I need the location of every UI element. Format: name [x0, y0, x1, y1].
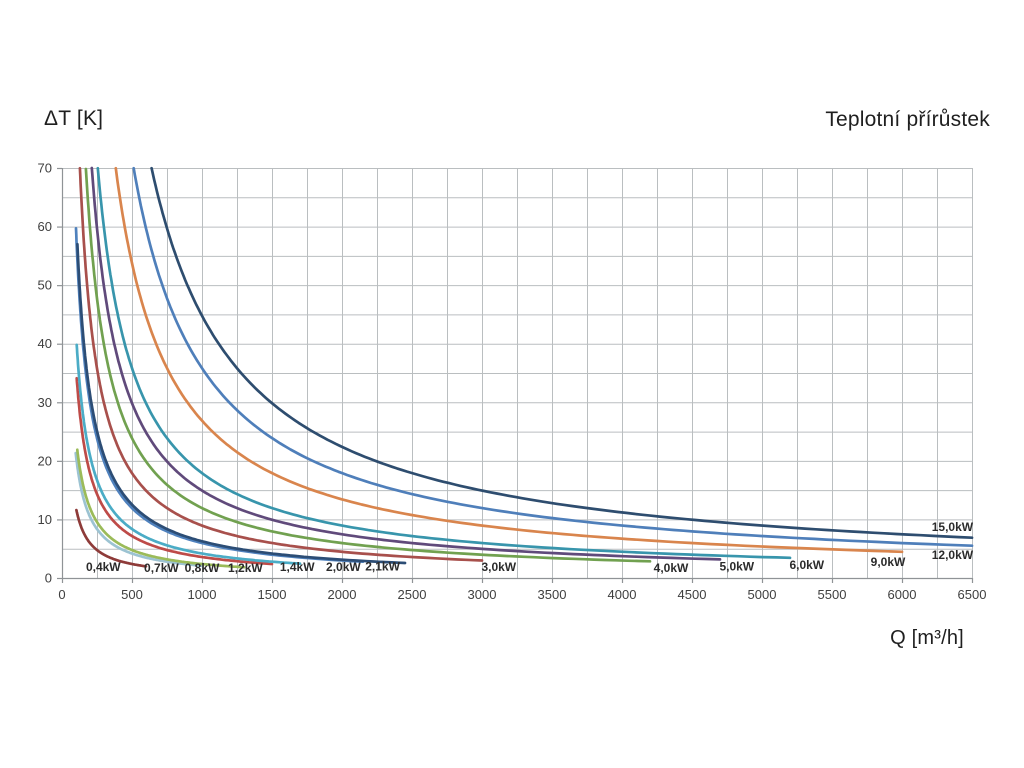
- x-tick-label: 1500: [258, 587, 287, 602]
- series-line-3.0kW: [78, 166, 484, 562]
- series-line-4.0kW: [84, 167, 652, 563]
- series-curves: [74, 166, 974, 569]
- series-label-2.0kW: 2,0kW: [326, 560, 361, 574]
- series-line-15.0kW: [150, 166, 974, 540]
- series-label-2.1kW: 2,1kW: [365, 559, 400, 573]
- series-label-5.0kW: 5,0kW: [719, 559, 754, 573]
- tick-labels: 0 500 1000 1500 2000 2500 3000 3500 4000 4500 5000…: [38, 161, 987, 603]
- series-label-4.0kW: 4,0kW: [654, 561, 689, 575]
- x-tick-label: 6000: [888, 587, 917, 602]
- y-tick-label: 60: [38, 219, 52, 234]
- y-tick-label: 40: [38, 336, 52, 351]
- x-tick-label: 5500: [818, 587, 847, 602]
- gridlines: [62, 168, 973, 578]
- series-line-9.0kW: [114, 166, 904, 554]
- series-label-15.0kW: 15,0kW: [932, 520, 974, 534]
- series-labels: 0,4kW 0,7kW 0,8kW 1,2kW 1,4kW 2,0kW 2,1kW 3,0kW…: [86, 520, 974, 575]
- x-tick-label: 2500: [398, 587, 427, 602]
- x-tick-label: 4500: [678, 587, 707, 602]
- y-tick-label: 50: [38, 278, 52, 293]
- x-tick-label: 6500: [958, 587, 987, 602]
- y-tick-label: 0: [45, 571, 52, 586]
- series-line-1.4kW: [75, 343, 302, 565]
- series-line-2.0kW: [74, 226, 365, 564]
- series-label-0.4kW: 0,4kW: [86, 560, 121, 574]
- x-tick-label: 2000: [328, 587, 357, 602]
- series-label-0.7kW: 0,7kW: [144, 561, 179, 575]
- series-label-3.0kW: 3,0kW: [481, 560, 516, 574]
- series-label-0.8kW: 0,8kW: [185, 561, 220, 575]
- series-label-9.0kW: 9,0kW: [871, 555, 906, 569]
- y-axis-title: ΔT [K]: [44, 107, 104, 130]
- x-tick-label: 0: [58, 587, 65, 602]
- x-tick-label: 4000: [608, 587, 637, 602]
- x-tick-label: 1000: [188, 587, 217, 602]
- series-label-1.2kW: 1,2kW: [228, 561, 263, 575]
- series-label-1.4kW: 1,4kW: [280, 560, 315, 574]
- x-tick-label: 3000: [468, 587, 497, 602]
- x-tick-label: 500: [121, 587, 143, 602]
- x-tick-label: 5000: [748, 587, 777, 602]
- series-line-0.8kW: [75, 448, 246, 569]
- series-line-1.2kW: [75, 376, 274, 566]
- series-label-6.0kW: 6,0kW: [789, 558, 824, 572]
- y-tick-label: 30: [38, 395, 52, 410]
- series-label-12.0kW: 12,0kW: [932, 548, 974, 562]
- y-tick-label: 20: [38, 453, 52, 468]
- series-line-2.1kW: [76, 242, 407, 565]
- series-line-6.0kW: [96, 166, 792, 560]
- series-line-0.7kW: [74, 451, 204, 568]
- x-axis-title: Q [m³/h]: [890, 627, 964, 649]
- series-line-12.0kW: [132, 166, 974, 548]
- chart-title: Teplotní přírůstek: [825, 108, 990, 131]
- x-tick-label: 3500: [538, 587, 567, 602]
- axes: [57, 167, 974, 583]
- y-tick-label: 10: [38, 512, 52, 527]
- series-line-0.4kW: [75, 508, 148, 568]
- y-tick-label: 70: [38, 161, 52, 176]
- series-line-5.0kW: [90, 166, 722, 561]
